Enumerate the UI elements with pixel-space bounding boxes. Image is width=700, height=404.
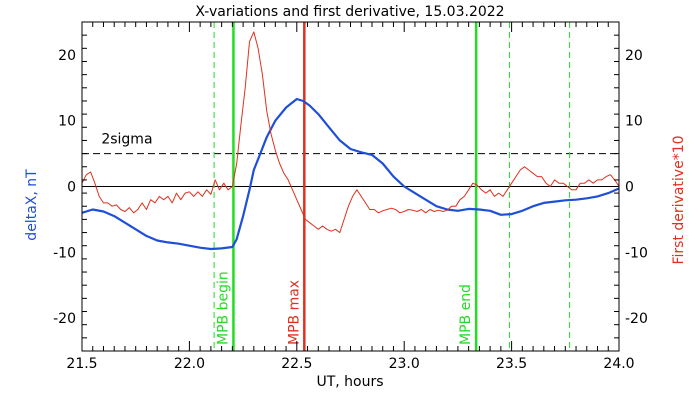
y-axis-right-label: First derivative*10 bbox=[671, 135, 687, 264]
x-tick-label: 24.0 bbox=[603, 356, 634, 372]
y-tick-label-left: 0 bbox=[67, 180, 76, 196]
series-line-derivative bbox=[81, 31, 620, 234]
series-line-deltaX bbox=[81, 97, 620, 251]
y-tick-label-left: -20 bbox=[53, 311, 76, 327]
y-tick-label-right: 20 bbox=[625, 48, 643, 64]
y-tick-label-right: 0 bbox=[625, 180, 634, 196]
y-tick-label-right: -20 bbox=[625, 311, 648, 327]
x-tick-label: 21.5 bbox=[66, 356, 97, 372]
y-tick-label-left: -10 bbox=[53, 245, 76, 261]
y-tick-label-right: 10 bbox=[625, 114, 643, 130]
y-axis-left-label: deltaX, nT bbox=[24, 169, 40, 241]
vertical-line-label-4: MPB end bbox=[458, 284, 474, 345]
y-tick-label-left: 20 bbox=[58, 48, 76, 64]
vertical-line-label-3: MPB max bbox=[286, 280, 302, 345]
x-tick-label: 22.5 bbox=[281, 356, 312, 372]
x-tick-label: 23.0 bbox=[389, 356, 420, 372]
chart-title: X-variations and first derivative, 15.03… bbox=[195, 4, 504, 20]
vertical-line-label-2: MPB begin bbox=[215, 271, 231, 345]
x-tick-label: 23.5 bbox=[496, 356, 527, 372]
plot-area: 2sigma MPB begin MPB max MPB end 21.5 22.0 22.… bbox=[53, 21, 648, 372]
x-tick-label: 22.0 bbox=[174, 356, 205, 372]
x-axis-label: UT, hours bbox=[316, 374, 383, 390]
y-tick-label-left: 10 bbox=[58, 114, 76, 130]
two-sigma-label: 2sigma bbox=[101, 132, 152, 148]
y-tick-label-right: -10 bbox=[625, 245, 648, 261]
